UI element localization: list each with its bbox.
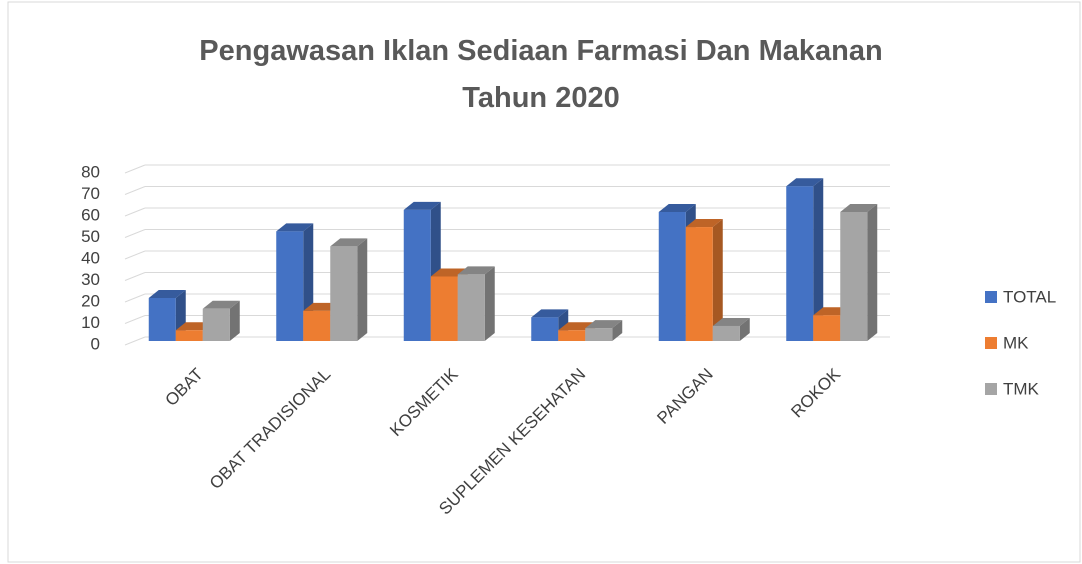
x-tick-label: PANGAN bbox=[653, 365, 716, 428]
y-tick-label: 30 bbox=[81, 270, 100, 289]
grid-wall-line bbox=[124, 186, 146, 195]
bar bbox=[658, 212, 686, 341]
bar-top bbox=[330, 238, 368, 247]
y-tick-label: 10 bbox=[81, 313, 100, 332]
bar-top bbox=[148, 290, 186, 298]
legend-label: TMK bbox=[1003, 379, 1040, 398]
x-tick-label: ROKOK bbox=[787, 364, 844, 421]
bar-side bbox=[357, 238, 368, 341]
x-tick-label: OBAT bbox=[161, 365, 206, 410]
chart-title: Pengawasan Iklan Sediaan Farmasi Dan Mak… bbox=[199, 35, 883, 114]
grid-wall-line bbox=[124, 229, 146, 238]
grid-wall-line bbox=[124, 164, 146, 174]
bar-top bbox=[786, 178, 824, 187]
bar bbox=[276, 231, 304, 341]
bar-top bbox=[202, 300, 240, 309]
bar-top bbox=[712, 317, 750, 326]
bar-side bbox=[229, 300, 240, 341]
bar bbox=[202, 308, 230, 341]
bar-top bbox=[457, 266, 495, 275]
y-tick-label: 50 bbox=[81, 227, 100, 246]
legend-swatch bbox=[985, 383, 997, 395]
bar-top bbox=[531, 309, 569, 318]
legend-swatch bbox=[985, 291, 997, 303]
bar bbox=[712, 325, 740, 341]
bar bbox=[840, 212, 868, 341]
y-tick-label: 60 bbox=[81, 205, 100, 224]
bar-top bbox=[403, 201, 441, 210]
grid-wall-line bbox=[124, 336, 146, 346]
y-tick-label: 80 bbox=[81, 162, 100, 181]
x-tick-label: KOSMETIK bbox=[386, 364, 462, 440]
bar-side bbox=[712, 219, 723, 341]
x-tick-label: OBAT TRADISIONAL bbox=[206, 365, 334, 493]
y-tick-label: 20 bbox=[81, 291, 100, 310]
bar bbox=[148, 298, 176, 341]
bar-top bbox=[685, 219, 723, 228]
grid-wall-line bbox=[124, 250, 146, 260]
bar bbox=[685, 227, 713, 341]
bar-side bbox=[612, 320, 623, 341]
x-tick-label: SUPLEMEN KESEHATAN bbox=[435, 365, 589, 519]
bar bbox=[303, 310, 331, 341]
bar-side bbox=[813, 178, 824, 341]
grid-wall-line bbox=[124, 272, 146, 281]
y-tick-label: 70 bbox=[81, 184, 100, 203]
bar bbox=[175, 330, 203, 341]
bar bbox=[585, 328, 613, 341]
chart-border bbox=[7, 1, 1081, 563]
bar-side bbox=[484, 266, 495, 341]
bar bbox=[813, 315, 841, 341]
bar bbox=[457, 274, 485, 341]
bar bbox=[403, 209, 431, 341]
bar-top bbox=[840, 204, 878, 212]
y-tick-label: 40 bbox=[81, 248, 100, 267]
y-tick-label: 0 bbox=[91, 334, 100, 353]
bar bbox=[430, 276, 458, 341]
bar-top bbox=[585, 320, 623, 329]
grid-wall-line bbox=[124, 207, 146, 217]
bar-side bbox=[867, 204, 878, 341]
bar-side bbox=[739, 317, 750, 341]
bar-top bbox=[658, 204, 696, 212]
bar bbox=[330, 246, 358, 341]
bar-top bbox=[276, 223, 314, 232]
grid-wall-line bbox=[124, 315, 146, 324]
bar bbox=[786, 186, 814, 341]
legend-swatch bbox=[985, 337, 997, 349]
legend-label: TOTAL bbox=[1003, 287, 1056, 306]
bar bbox=[531, 317, 559, 341]
grid-wall-line bbox=[124, 293, 146, 303]
bar bbox=[558, 330, 586, 341]
legend-label: MK bbox=[1003, 333, 1029, 352]
